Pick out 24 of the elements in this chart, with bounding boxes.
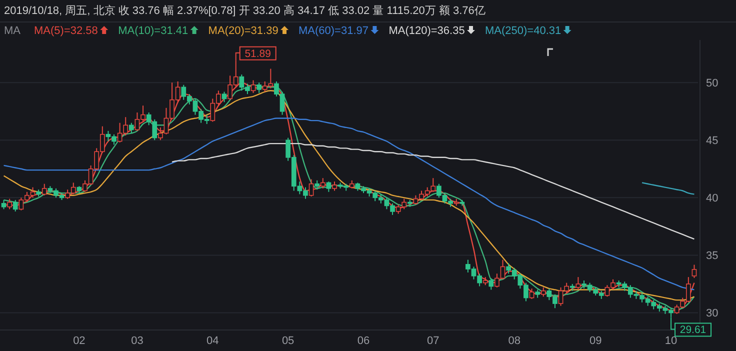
legend-label: MA(5)=32.58: [34, 25, 98, 37]
annotation: 51.89: [244, 48, 272, 60]
y-tick-label: 30: [706, 308, 718, 320]
y-tick-label: 50: [706, 78, 718, 90]
legend-label: MA(250)=40.31: [485, 25, 562, 37]
x-tick-label: 04: [206, 335, 219, 347]
x-tick-label: 06: [357, 335, 370, 347]
y-tick-label: 35: [706, 250, 718, 262]
x-tick-label: 08: [508, 335, 520, 347]
x-tick-label: 03: [131, 335, 144, 347]
legend-title: MA: [4, 25, 22, 37]
x-tick-label: 05: [282, 335, 294, 347]
chart-title: 2019/10/18, 周五, 北京 收 33.76 幅 2.37%[0.78] 开 33.20 高 34.17 低 33.02 量 1115.20万 额 3.76亿: [4, 4, 486, 17]
x-tick-label: 02: [73, 335, 86, 347]
legend-label: MA(120)=36.35: [388, 25, 465, 37]
legend-label: MA(10)=31.41: [118, 25, 188, 37]
legend-label: MA(60)=31.97: [298, 25, 369, 37]
y-tick-label: 40: [706, 192, 718, 205]
annotation: 29.61: [680, 324, 706, 336]
x-tick-label: 10: [664, 335, 678, 347]
y-tick-label: 45: [706, 135, 718, 148]
x-tick-label: 09: [589, 335, 602, 347]
x-tick-label: 07: [427, 335, 440, 347]
legend-label: MA(20)=31.39: [208, 25, 278, 37]
